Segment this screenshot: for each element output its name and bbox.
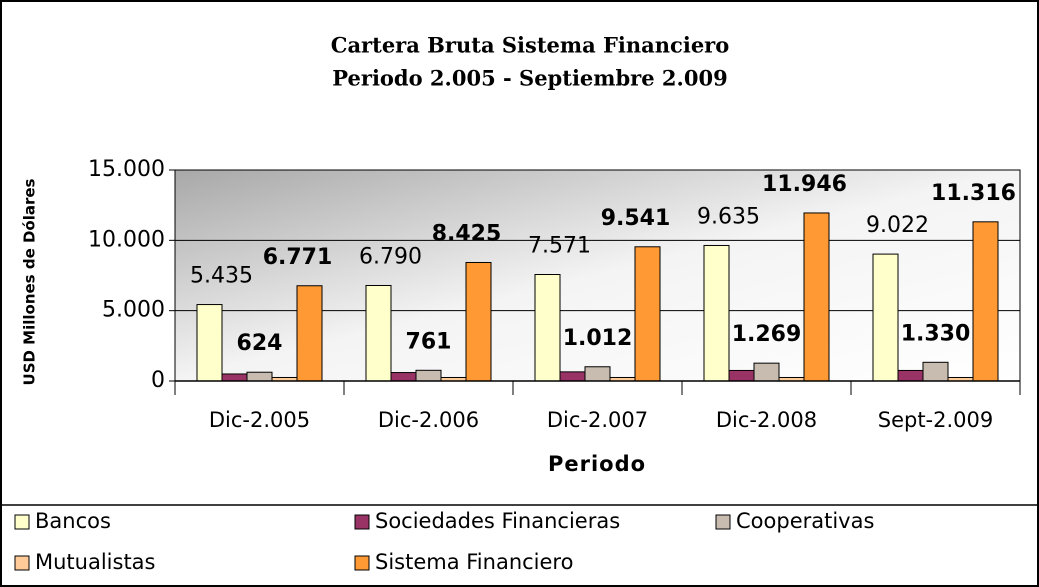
- bar: [972, 221, 999, 382]
- bar: [246, 371, 273, 382]
- data-label: 7.571: [528, 234, 591, 259]
- bar: [415, 369, 442, 382]
- bar: [753, 362, 780, 382]
- data-label: 624: [237, 331, 283, 356]
- bar: [296, 285, 323, 382]
- legend-swatch: [354, 514, 370, 530]
- y-tick-label: 0: [151, 368, 165, 393]
- chart-subtitle: Periodo 2.005 - Septiembre 2.009: [332, 66, 727, 91]
- x-tick-label: Dic-2.006: [378, 408, 479, 432]
- chart-title: Cartera Bruta Sistema Financiero: [331, 33, 730, 58]
- bar: [559, 371, 586, 382]
- legend-swatch: [14, 555, 30, 571]
- x-tick-label: Dic-2.008: [716, 408, 817, 432]
- y-tick-label: 10.000: [88, 227, 165, 252]
- bar: [872, 253, 899, 382]
- data-label: 1.269: [732, 322, 802, 347]
- bar: [803, 212, 830, 382]
- legend-label: Bancos: [35, 509, 111, 533]
- legend-label: Mutualistas: [35, 550, 156, 574]
- legend-label: Cooperativas: [736, 509, 874, 533]
- bar: [196, 304, 223, 382]
- bar: [584, 366, 611, 382]
- bar: [390, 372, 417, 382]
- y-tick-label: 15.000: [88, 157, 165, 182]
- bar: [221, 373, 248, 382]
- y-tick-label: 5.000: [102, 298, 165, 323]
- data-label: 9.022: [866, 213, 929, 238]
- bar: [703, 244, 730, 382]
- bar: [728, 369, 755, 382]
- x-tick-label: Dic-2.005: [209, 408, 310, 432]
- data-label: 6.790: [359, 244, 422, 269]
- legend-swatch: [14, 514, 30, 530]
- data-label: 761: [406, 329, 452, 354]
- data-label: 8.425: [432, 221, 502, 246]
- data-label: 11.946: [762, 172, 847, 197]
- data-label: 9.635: [697, 204, 760, 229]
- bar: [634, 246, 661, 382]
- x-tick-label: Dic-2.007: [547, 408, 648, 432]
- data-label: 9.541: [601, 206, 671, 231]
- data-label: 11.316: [931, 181, 1016, 206]
- data-label: 6.771: [263, 245, 333, 270]
- bar: [465, 261, 492, 382]
- bar: [534, 274, 561, 382]
- data-label: 1.330: [901, 321, 971, 346]
- bar: [897, 369, 924, 382]
- legend-label: Sistema Financiero: [375, 550, 573, 574]
- data-label: 1.012: [563, 326, 633, 351]
- x-axis-title: Periodo: [548, 452, 646, 476]
- y-axis-title: USD Millones de Dólares: [21, 178, 39, 385]
- legend-label: Sociedades Financieras: [375, 509, 620, 533]
- legend-swatch: [715, 514, 731, 530]
- x-tick-label: Sept-2.009: [878, 408, 994, 432]
- legend-swatch: [354, 555, 370, 571]
- bar: [365, 284, 392, 382]
- data-label: 5.435: [190, 264, 253, 289]
- bar: [922, 361, 949, 382]
